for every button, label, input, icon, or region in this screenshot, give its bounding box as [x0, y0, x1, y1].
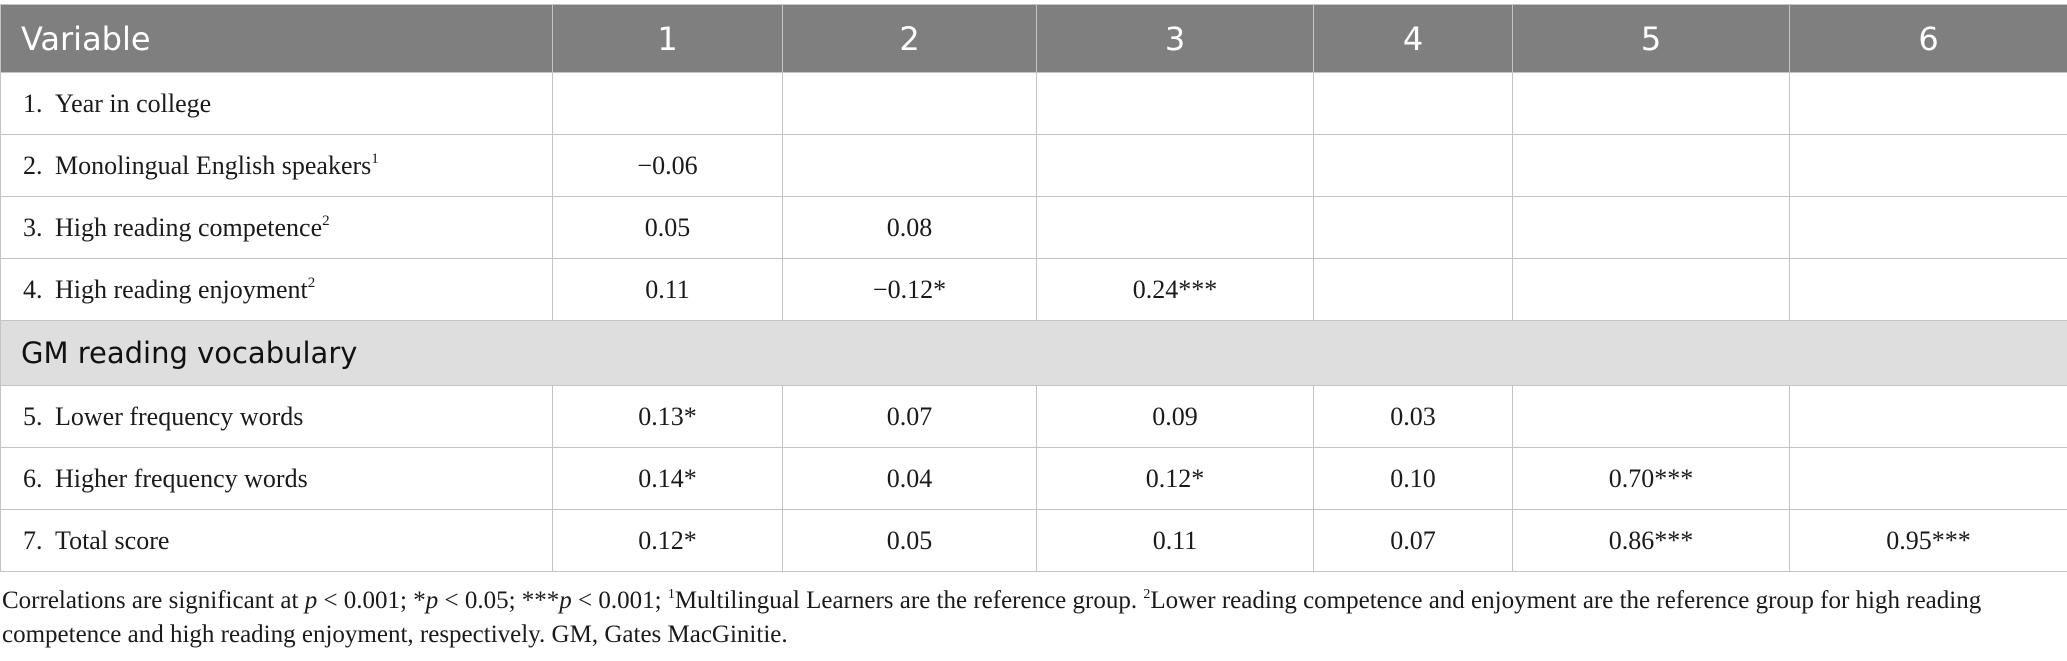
section-header-row: GM reading vocabulary: [0, 320, 2067, 386]
table-cell: 0.04: [782, 447, 1037, 510]
table-cell: 0.10: [1313, 447, 1513, 510]
row-label-text: Total score: [55, 525, 170, 555]
table-cell: [1313, 134, 1513, 197]
row-label-text: High reading competence: [55, 212, 323, 242]
table-cell: 0.70***: [1512, 447, 1790, 510]
table-cell: [1512, 385, 1790, 448]
footnote-text: Correlations are significant at: [2, 587, 305, 614]
table-cell: 0.08: [782, 196, 1037, 259]
table-cell: [552, 72, 783, 135]
p-symbol: p: [425, 587, 439, 614]
section-label: GM reading vocabulary: [0, 320, 2067, 386]
p-symbol: p: [304, 587, 318, 614]
footnote-marker: 2: [307, 274, 316, 291]
table-cell: 0.07: [1313, 509, 1513, 572]
row-label-text: Higher frequency words: [55, 463, 308, 493]
table-cell: 0.12*: [552, 509, 783, 572]
table-cell: [1512, 258, 1790, 321]
row-label: 7. Total score: [0, 509, 553, 572]
table-cell: [1313, 258, 1513, 321]
row-label-text: Year in college: [55, 88, 212, 118]
column-header-2: 2: [782, 4, 1037, 73]
row-number: 6.: [23, 463, 43, 493]
footnote-marker: 1: [371, 150, 379, 167]
table-cell: [1789, 134, 2067, 197]
table-cell: [1036, 72, 1314, 135]
footnote-marker: 2: [322, 212, 330, 229]
table-cell: 0.95***: [1789, 509, 2067, 572]
table-cell: −0.12*: [782, 258, 1037, 321]
column-header-5: 5: [1512, 4, 1790, 73]
table-cell: [1789, 258, 2067, 321]
footnote-marker: 1: [667, 587, 675, 602]
row-number: 7.: [23, 525, 43, 555]
row-label: 1. Year in college: [0, 72, 553, 135]
row-label: 2. Monolingual English speakers1: [0, 134, 553, 197]
table-row: 1. Year in college: [0, 72, 2067, 135]
table-cell: 0.09: [1036, 385, 1314, 448]
table-cell: 0.05: [552, 196, 783, 259]
table-cell: −0.06: [552, 134, 783, 197]
row-label: 4. High reading enjoyment2: [0, 258, 553, 321]
table-row: 7. Total score 0.12* 0.05 0.11 0.07 0.86*…: [0, 509, 2067, 572]
table-cell: [1313, 72, 1513, 135]
p-symbol: p: [559, 587, 572, 614]
column-header-6: 6: [1789, 4, 2067, 73]
footnote-marker: 2: [1143, 587, 1151, 602]
table-cell: [1313, 196, 1513, 259]
table-cell: 0.11: [1036, 509, 1314, 572]
column-header-3: 3: [1036, 4, 1314, 73]
table-cell: [1512, 134, 1790, 197]
row-number: 2.: [23, 150, 43, 180]
table-row: 6. Higher frequency words 0.14* 0.04 0.12…: [0, 447, 2067, 510]
table-footnote: Correlations are significant at p < 0.00…: [2, 584, 2042, 652]
column-header-variable: Variable: [0, 4, 553, 73]
row-number: 3.: [23, 212, 43, 242]
row-label-text: Lower frequency words: [55, 401, 304, 431]
table-cell: 0.86***: [1512, 509, 1790, 572]
row-label-text: Monolingual English speakers: [55, 150, 372, 180]
table-cell: [1789, 196, 2067, 259]
table-cell: [1512, 72, 1790, 135]
table-cell: [1789, 447, 2067, 510]
correlation-table: Variable 1 2 3 4 5 6 1. Year in college 2…: [0, 4, 2067, 572]
row-label: 5. Lower frequency words: [0, 385, 553, 448]
table-row: 3. High reading competence2 0.05 0.08: [0, 196, 2067, 259]
footnote-text: < 0.05; ***: [438, 587, 560, 614]
footnote-text: < 0.001;: [571, 587, 668, 614]
table-cell: [1789, 72, 2067, 135]
table-cell: [1789, 385, 2067, 448]
table-cell: 0.24***: [1036, 258, 1314, 321]
table-cell: 0.14*: [552, 447, 783, 510]
row-number: 4.: [23, 274, 43, 304]
table-cell: 0.11: [552, 258, 783, 321]
row-number: 5.: [23, 401, 43, 431]
column-header-4: 4: [1313, 4, 1513, 73]
footnote-text: < 0.001; *: [317, 587, 426, 614]
row-label: 3. High reading competence2: [0, 196, 553, 259]
row-label-text: High reading enjoyment: [55, 274, 308, 304]
footnote-text: Lower reading competence and enjoyment a…: [2, 587, 1982, 648]
table-row: 4. High reading enjoyment2 0.11 −0.12* 0.…: [0, 258, 2067, 321]
table-cell: [1036, 134, 1314, 197]
table-cell: 0.07: [782, 385, 1037, 448]
table-cell: 0.05: [782, 509, 1037, 572]
table-cell: 0.03: [1313, 385, 1513, 448]
table-cell: [1512, 196, 1790, 259]
footnote-text: Multilingual Learners are the reference …: [674, 587, 1144, 614]
row-number: 1.: [23, 88, 43, 118]
table-row: 2. Monolingual English speakers1 −0.06: [0, 134, 2067, 197]
header-row: Variable 1 2 3 4 5 6: [0, 4, 2067, 73]
column-header-1: 1: [552, 4, 783, 73]
table-cell: 0.13*: [552, 385, 783, 448]
row-label: 6. Higher frequency words: [0, 447, 553, 510]
table-cell: [782, 72, 1037, 135]
table-cell: [1036, 196, 1314, 259]
table-cell: 0.12*: [1036, 447, 1314, 510]
table-cell: [782, 134, 1037, 197]
table-row: 5. Lower frequency words 0.13* 0.07 0.09 …: [0, 385, 2067, 448]
